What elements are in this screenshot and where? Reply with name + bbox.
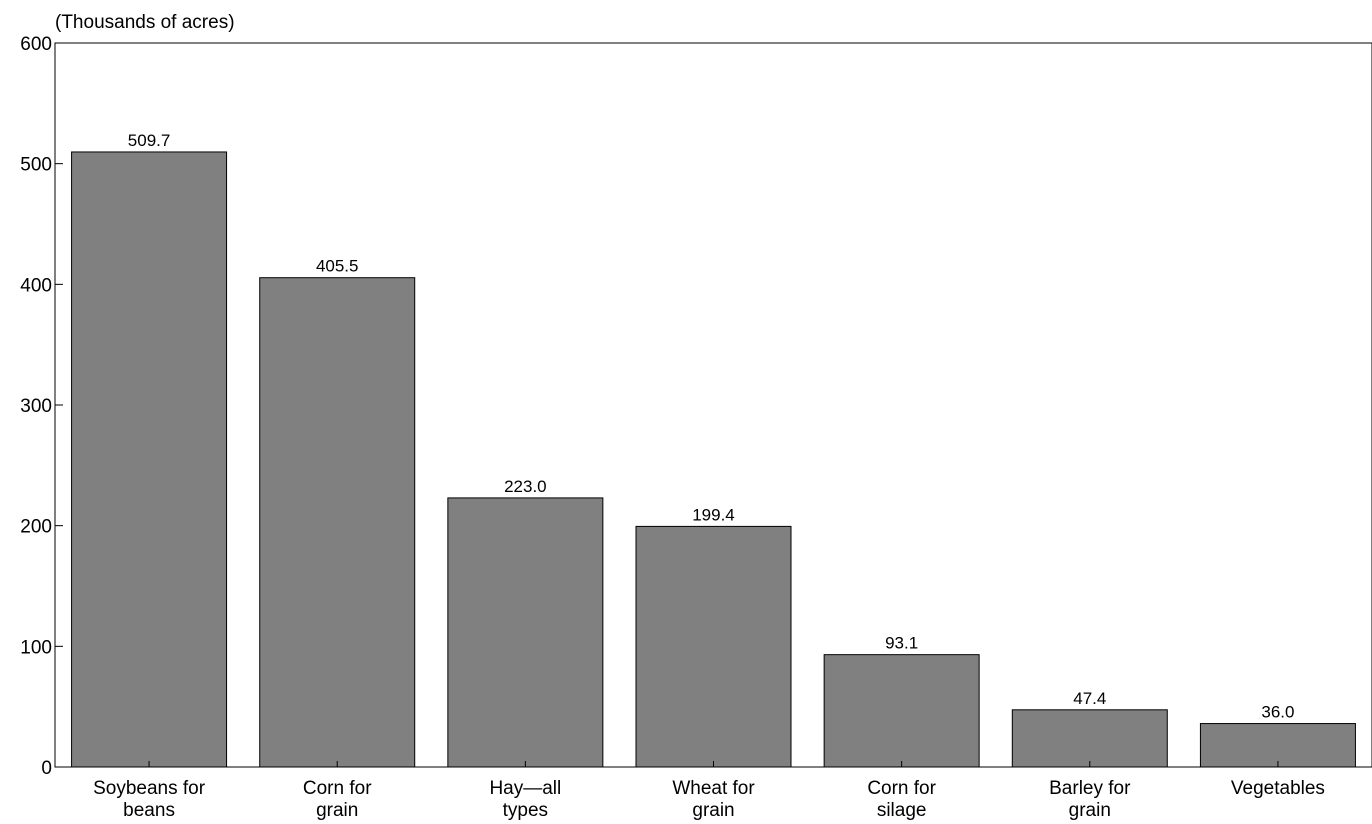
x-category-label: Barley for grain (1049, 778, 1131, 821)
y-tick-label: 500 (20, 155, 52, 176)
x-category-label-line: silage (877, 800, 927, 821)
y-tick-label: 300 (20, 396, 52, 417)
x-category-label-line: grain (1069, 800, 1111, 821)
x-category-label: Wheat for grain (672, 778, 755, 821)
y-tick-label: 600 (20, 34, 52, 55)
y-tick-label: 200 (20, 517, 52, 538)
x-category-label-line: Barley for (1049, 778, 1131, 799)
bar-value-label: 223.0 (504, 477, 547, 496)
x-category-label-line: grain (316, 800, 358, 821)
bar-value-label: 47.4 (1073, 689, 1106, 708)
x-category-label: Hay—all types (489, 778, 561, 821)
bar-value-label: 405.5 (316, 257, 359, 276)
x-category-label-line: Soybeans for (93, 778, 206, 799)
x-category-label-line: types (503, 800, 548, 821)
y-tick-label: 0 (41, 758, 52, 779)
x-category-label-line: Corn for (867, 778, 936, 799)
y-tick-label: 100 (20, 637, 52, 658)
bar (71, 151, 228, 768)
x-category-label: Corn for grain (303, 778, 372, 821)
x-category-label-line: Hay—all (489, 778, 561, 799)
bar (259, 277, 416, 768)
bar-value-label: 93.1 (885, 634, 918, 653)
x-category-label: Vegetables (1231, 778, 1325, 799)
x-category-label-line: grain (692, 800, 734, 821)
y-axis-unit-label: (Thousands of acres) (55, 12, 235, 33)
x-category-label-line: Wheat for (672, 778, 755, 799)
bar (447, 497, 604, 768)
y-tick-label: 400 (20, 275, 52, 296)
bar-value-label: 36.0 (1261, 703, 1294, 722)
bar (823, 654, 980, 768)
x-category-label-line: Corn for (303, 778, 372, 799)
bar (635, 525, 792, 768)
bar-value-label: 199.4 (692, 505, 735, 524)
x-category-label: Soybeans for beans (93, 778, 206, 821)
bar (1199, 723, 1356, 768)
bar-value-label: 509.7 (128, 131, 171, 150)
x-category-label-line: Vegetables (1231, 778, 1325, 799)
bar (1011, 709, 1168, 768)
plot-area: 0 100 200 300 400 500 600 509.7 Soybeans for bean… (20, 34, 1372, 821)
x-category-label-line: beans (123, 800, 175, 821)
x-category-label: Corn for silage (867, 778, 936, 821)
